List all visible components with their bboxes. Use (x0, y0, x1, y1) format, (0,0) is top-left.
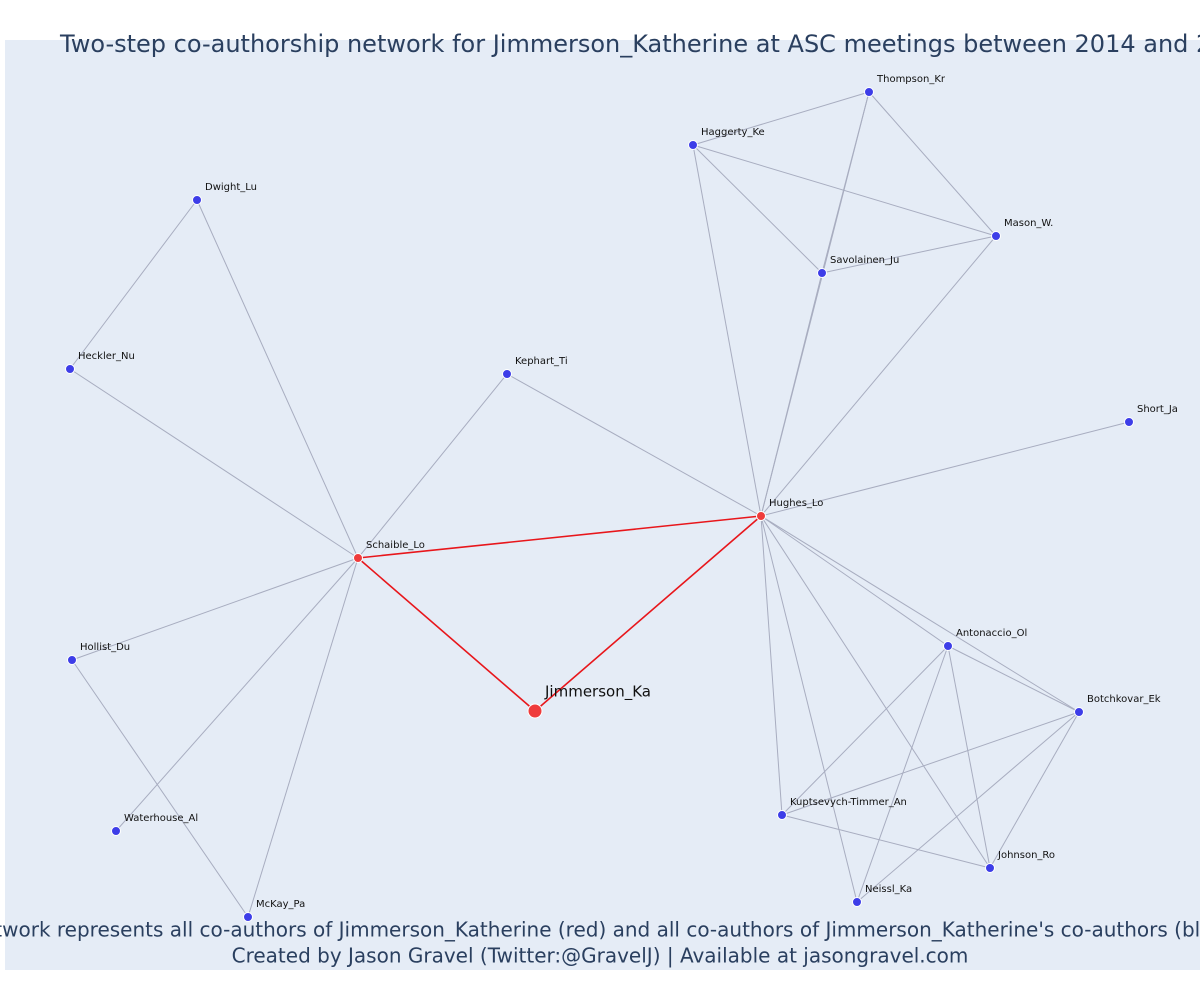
node (852, 897, 862, 907)
node-label: Jimmerson_Ka (544, 683, 651, 702)
node-label: McKay_Pa (256, 899, 305, 910)
node (985, 863, 995, 873)
edge-highlight (534, 515, 762, 712)
node-label: Short_Ja (1137, 404, 1178, 415)
node-label: Hollist_Du (80, 642, 130, 653)
edge (692, 144, 823, 274)
node-label: Antonaccio_Ol (956, 628, 1027, 639)
node-label: Kuptsevych-Timmer_An (790, 797, 907, 808)
edge (781, 814, 991, 869)
edge (760, 515, 991, 869)
edge (989, 711, 1080, 869)
node-label: Kephart_Ti (515, 356, 568, 367)
nodes: Jimmerson_Ka Schaible_Lo Hughes_Lo Dwight_L… (65, 74, 1178, 922)
node (864, 87, 874, 97)
node (353, 553, 363, 563)
edge (357, 373, 508, 559)
node-label: Dwight_Lu (205, 182, 257, 193)
edge (821, 235, 997, 274)
node-label: Heckler_Nu (78, 351, 135, 362)
edge (692, 144, 997, 237)
edge (71, 557, 359, 661)
edge (760, 515, 783, 816)
node (243, 912, 253, 922)
edge (196, 199, 359, 559)
edge (115, 557, 359, 832)
node (1074, 707, 1084, 717)
edge (506, 373, 762, 517)
edge (69, 368, 359, 559)
node-label: Johnson_Ro (997, 850, 1055, 861)
node-label: Neissl_Ka (865, 884, 912, 895)
footer-line: Created by Jason Gravel (Twitter:@Gravel… (232, 944, 969, 968)
edge (760, 272, 823, 517)
node-label: Botchkovar_Ek (1087, 694, 1161, 705)
node-label: Haggerty_Ke (701, 127, 765, 138)
node (688, 140, 698, 150)
edge-highlight (357, 557, 536, 712)
edge (247, 557, 359, 918)
node-label: Thompson_Kr (876, 74, 946, 85)
plot-background (5, 40, 1200, 970)
node (67, 655, 77, 665)
node-label: Hughes_Lo (769, 498, 823, 509)
edge (71, 659, 249, 918)
footer-line: Network represents all co-authors of Jim… (0, 918, 1200, 942)
edge (856, 711, 1080, 903)
edge (856, 645, 949, 903)
edge (821, 91, 870, 274)
node (756, 511, 766, 521)
edge (947, 645, 991, 869)
edge (692, 144, 762, 517)
node (527, 703, 543, 719)
node-label: Savolainen_Ju (830, 255, 899, 266)
node (777, 810, 787, 820)
edge (760, 235, 997, 517)
title: Two-step co-authorship network for Jimme… (59, 30, 1200, 58)
node-label: Mason_W. (1004, 218, 1053, 229)
node (65, 364, 75, 374)
edge (868, 91, 997, 237)
edge (781, 711, 1080, 816)
node (943, 641, 953, 651)
node-label: Schaible_Lo (366, 540, 425, 551)
edge (947, 645, 1080, 713)
edge (69, 199, 198, 370)
edge (760, 515, 858, 903)
edge (760, 515, 1080, 713)
node (502, 369, 512, 379)
edge (692, 91, 870, 146)
node (111, 826, 121, 836)
edge-highlight (357, 515, 762, 559)
node-label: Waterhouse_Al (124, 813, 198, 824)
node (1124, 417, 1134, 427)
edges (69, 91, 1130, 918)
node (991, 231, 1001, 241)
edge (760, 515, 949, 647)
node (817, 268, 827, 278)
node (192, 195, 202, 205)
edge (760, 421, 1130, 517)
edge (781, 645, 949, 816)
